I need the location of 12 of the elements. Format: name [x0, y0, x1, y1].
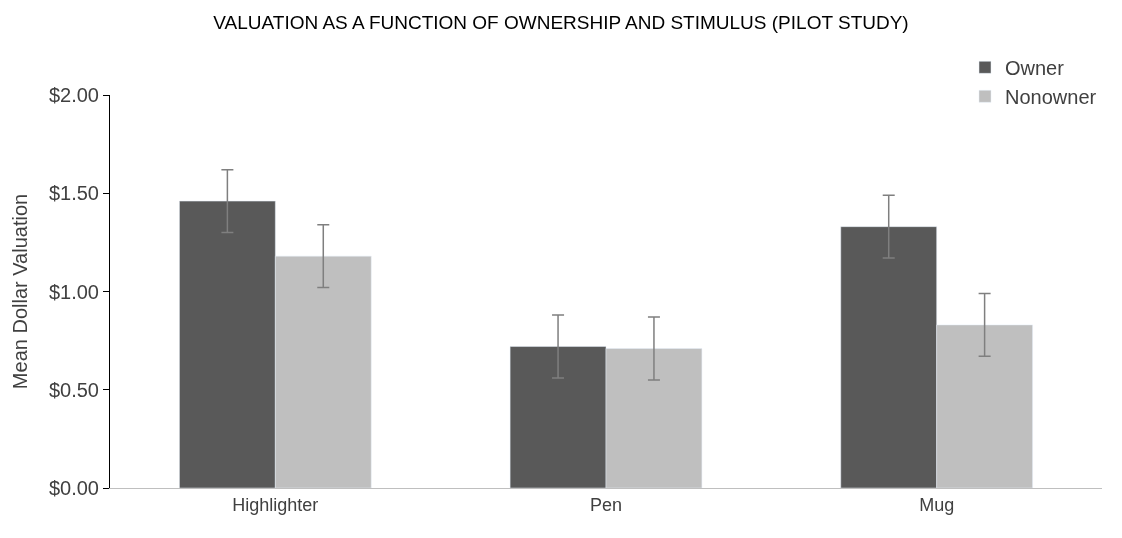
y-tick-label: $2.00 [48, 84, 99, 106]
y-axis-title: Mean Dollar Valuation [9, 193, 32, 390]
x-tick-label: Highlighter [232, 494, 319, 515]
y-tick-label: $0.00 [48, 477, 99, 499]
y-tick-label: $1.00 [48, 280, 99, 303]
legend-label: Nonowner [1005, 86, 1097, 109]
y-tick-label: $0.50 [48, 378, 99, 401]
legend-label: Owner [1005, 57, 1065, 80]
y-tick-label: $1.50 [48, 182, 99, 205]
x-tick-label: Mug [919, 494, 955, 515]
x-tick-label: Pen [589, 494, 623, 515]
chart-title: VALUATION AS A FUNCTION OF OWNERSHIP AND STIMULUS (PILOT STUDY) [213, 12, 909, 34]
